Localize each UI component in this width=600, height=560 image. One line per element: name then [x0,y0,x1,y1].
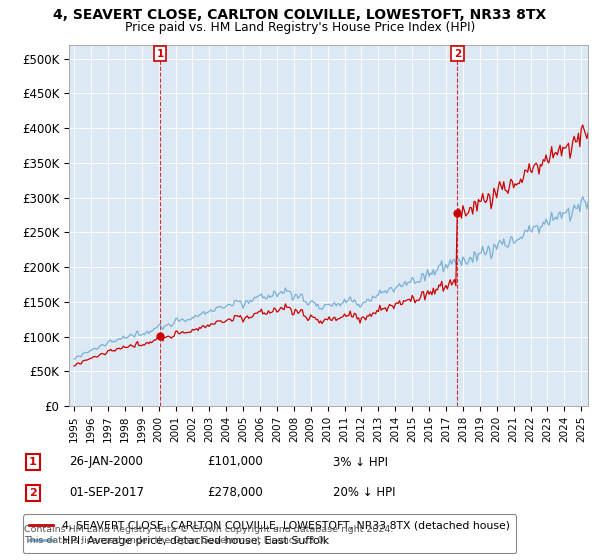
Text: £278,000: £278,000 [207,486,263,500]
Text: 3% ↓ HPI: 3% ↓ HPI [333,455,388,469]
Text: 1: 1 [29,457,37,467]
Text: 20% ↓ HPI: 20% ↓ HPI [333,486,395,500]
Text: Contains HM Land Registry data © Crown copyright and database right 2024.
This d: Contains HM Land Registry data © Crown c… [24,525,394,545]
Point [452,208,462,217]
Text: 2: 2 [454,49,461,59]
Legend: 4, SEAVERT CLOSE, CARLTON COLVILLE, LOWESTOFT, NR33 8TX (detached house), HPI: A: 4, SEAVERT CLOSE, CARLTON COLVILLE, LOWE… [23,514,516,553]
Text: 4, SEAVERT CLOSE, CARLTON COLVILLE, LOWESTOFT, NR33 8TX: 4, SEAVERT CLOSE, CARLTON COLVILLE, LOWE… [53,8,547,22]
Text: £101,000: £101,000 [207,455,263,469]
Text: Price paid vs. HM Land Registry's House Price Index (HPI): Price paid vs. HM Land Registry's House … [125,21,475,34]
Point [155,332,165,340]
Text: 1: 1 [157,49,164,59]
Text: 01-SEP-2017: 01-SEP-2017 [69,486,144,500]
Text: 26-JAN-2000: 26-JAN-2000 [69,455,143,469]
Text: 2: 2 [29,488,37,498]
